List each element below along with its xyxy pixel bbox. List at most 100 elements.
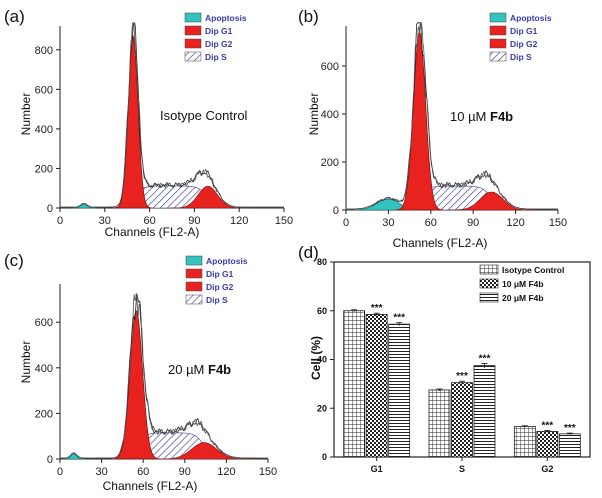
x-tick-label: 60 [425, 217, 437, 229]
series-apoptosis-area [61, 453, 87, 460]
panel-label-b: (b) [298, 7, 319, 26]
x-tick-label: 90 [179, 466, 191, 478]
legend-swatch-g2 [185, 281, 203, 292]
significance-marker: *** [456, 371, 468, 382]
legend-label-s: Dip S [205, 52, 227, 62]
bar-g1-series-1 [343, 310, 366, 458]
x-tick-label: 150 [259, 466, 277, 478]
condition-label-a: Isotype Control [160, 108, 248, 123]
x-axis-label-c: Channels (FL2-A) [103, 479, 198, 493]
legend-swatch-apoptosis [185, 255, 203, 266]
histogram-panel-c: (c) Number Channels (FL2-A) 20 µM F4b 0 3… [4, 251, 277, 493]
legend-swatch-20um [479, 292, 499, 303]
significance-marker: *** [393, 313, 405, 324]
panel-label-d: (d) [298, 243, 319, 262]
panel-label-a: (a) [4, 7, 25, 26]
histogram-plot-b: 0 30 60 90 120 150 0 200 400 600 [321, 22, 567, 229]
y-tick-label: 200 [321, 157, 339, 169]
legend-label-apoptosis: Apoptosis [205, 13, 247, 23]
y-axis-label-d: Cell (%) [309, 336, 323, 380]
x-tick-label: 150 [549, 217, 567, 229]
series-dip-g1-area [113, 34, 153, 209]
bar-g2-series-2 [536, 431, 559, 458]
x-tick-label: 120 [230, 215, 248, 227]
x-tick-label: 0 [57, 466, 63, 478]
legend-swatch-apoptosis [489, 12, 507, 23]
x-tick-label: 120 [217, 466, 235, 478]
x-tick-label: 0 [57, 215, 63, 227]
histogram-plot-a: 0 30 60 90 120 150 0 200 400 600 800 [35, 22, 293, 227]
x-axis-label-a: Channels (FL2-A) [105, 225, 200, 239]
legend-swatch-s [185, 294, 203, 305]
legend-swatch-s [184, 51, 202, 62]
legend-swatch-isotype [479, 264, 499, 275]
bar-g2-series-1 [513, 426, 536, 458]
series-dip-g1-area [395, 31, 444, 211]
x-tick-label: G2 [541, 464, 553, 474]
x-tick-label: G1 [371, 464, 383, 474]
condition-label-b: 10 µM F4b [450, 109, 513, 124]
histogram-panel-b: (b) Number Channels (FL2-A) 10 µM F4b 0 3… [298, 7, 567, 250]
legend-swatch-apoptosis [184, 12, 202, 23]
y-tick-label: 600 [35, 317, 53, 329]
y-tick-label: 0 [47, 454, 53, 466]
significance-marker: *** [564, 423, 576, 434]
legend-swatch-g1 [489, 25, 507, 36]
x-tick-label: 90 [467, 217, 479, 229]
legend-label-apoptosis: Apoptosis [510, 13, 552, 23]
y-tick-label: 400 [35, 363, 53, 375]
significance-marker: *** [479, 353, 491, 364]
legend-swatch-g2 [184, 38, 202, 49]
series-dip-g2-area [153, 442, 255, 460]
y-tick-label: 400 [321, 109, 339, 121]
series-dip-g2-area [446, 191, 538, 211]
panel-label-c: (c) [4, 251, 24, 270]
legend-swatch-g1 [185, 268, 203, 279]
envelope-line-2 [60, 292, 268, 459]
x-tick-label: 90 [188, 215, 200, 227]
legend-swatch-g1 [184, 25, 202, 36]
legend-label-s: Dip S [206, 295, 228, 305]
condition-label-c: 20 µM F4b [168, 362, 231, 377]
x-axis-label-b: Channels (FL2-A) [393, 236, 488, 250]
x-tick-label: 30 [99, 215, 111, 227]
legend-c: Apoptosis Dip G1 Dip G2 Dip S [185, 255, 248, 305]
series-apoptosis-area [70, 204, 98, 209]
envelope-line-2 [346, 22, 558, 210]
x-tick-label: 60 [137, 466, 149, 478]
legend-label-apoptosis: Apoptosis [206, 256, 248, 266]
x-tick-label: S [459, 464, 465, 474]
legend-label-20um: 20 μM F4b [502, 293, 544, 303]
legend-b: Apoptosis Dip G1 Dip G2 Dip S [489, 12, 552, 62]
legend-label-g2: Dip G2 [206, 282, 234, 292]
y-axis-label-b: Number [307, 93, 321, 136]
y-tick-label: 0 [333, 205, 339, 217]
legend-label-isotype: Isotype Control [502, 265, 564, 275]
legend-label-g1: Dip G1 [510, 26, 538, 36]
significance-marker: *** [541, 420, 553, 431]
y-tick-label: 0 [322, 452, 327, 462]
y-tick-label: 40 [317, 355, 327, 365]
histogram-panel-a: (a) Number Channels (FL2-A) Isotype Cont… [4, 7, 293, 239]
legend-swatch-10um [479, 278, 499, 289]
bar-g1-series-2 [365, 314, 388, 458]
x-tick-label: 120 [506, 217, 524, 229]
legend-a: Apoptosis Dip G1 Dip G2 Dip S [184, 12, 247, 62]
y-tick-label: 600 [35, 84, 53, 96]
y-tick-label: 80 [317, 257, 327, 267]
series-dip-g2-area [168, 185, 247, 209]
x-tick-label: 30 [95, 466, 107, 478]
bar-g2-series-3 [558, 433, 581, 458]
x-tick-label: 60 [143, 215, 155, 227]
legend-d: Isotype Control 10 μM F4b 20 μM F4b [479, 264, 564, 303]
y-tick-label: 0 [47, 203, 53, 215]
series-dip-g1-area [110, 310, 162, 460]
legend-label-s: Dip S [510, 52, 532, 62]
significance-marker: *** [371, 303, 383, 314]
legend-label-g2: Dip G2 [205, 39, 233, 49]
bar-g1-series-3 [388, 323, 411, 458]
legend-label-g1: Dip G1 [206, 269, 234, 279]
bar-plot-d: 0 20 40 60 80 *** *** G1 *** *** S *** *** G2 [317, 257, 591, 474]
y-tick-label: 200 [35, 408, 53, 420]
